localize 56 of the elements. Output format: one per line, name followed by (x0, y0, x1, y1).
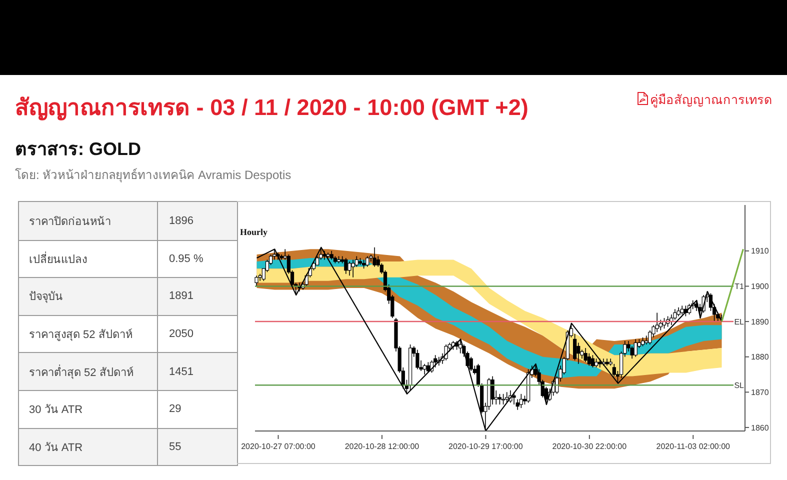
text: 0.95 % (169, 252, 204, 265)
candlestick (584, 348, 588, 363)
candlestick (444, 344, 448, 361)
x-tick-label: 2020-10-28 12:00:00 (344, 442, 420, 451)
y-tick-label: 1900 (751, 282, 770, 292)
text: 1891 (169, 290, 194, 302)
text: ราคาปิดก่อนหน้า (29, 214, 111, 230)
candlestick (254, 275, 258, 287)
text: ตราสาร: GOLD (15, 138, 141, 161)
y-tick-label: 1880 (751, 352, 770, 362)
candlestick (469, 356, 473, 372)
ref-line-label: EL (734, 318, 745, 327)
text: โดย: หัวหน้าฝ่ายกลยุทธ์ทางเทคนิค Avramis Despotis (15, 167, 292, 184)
candlestick (426, 362, 430, 374)
x-tick-label: 2020-10-27 07:00:00 (241, 442, 316, 451)
candlestick (458, 338, 462, 354)
x-tick-label: 2020-10-29 17:00:00 (448, 442, 524, 451)
candlestick (348, 261, 352, 276)
text: 40 วัน ATR (29, 440, 83, 456)
y-tick-label: 1910 (751, 246, 770, 256)
candlestick (512, 392, 516, 405)
text: 30 วัน ATR (29, 403, 83, 418)
text: คู่มือสัญญาณการเทรด (650, 92, 772, 110)
ref-line-label: SL (734, 381, 745, 390)
candlestick (490, 376, 494, 405)
candlestick (634, 338, 638, 358)
text: ราคาต่ำสุด 52 สัปดาห์ (29, 364, 134, 381)
text: 1451 (169, 366, 194, 378)
chart-title: สัญญาณการเทรด - 03 / 11 / 2020 - 10:00 (GMT +2) (15, 94, 528, 122)
candlestick (416, 349, 420, 370)
text: 29 (169, 403, 182, 416)
x-tick-label: 2020-10-30 22:00:00 (552, 442, 628, 451)
candlestick (422, 364, 426, 375)
y-tick-label: 1890 (751, 317, 770, 326)
candlestick (590, 354, 595, 368)
candlestick (519, 394, 523, 408)
text: ปัจจุบัน (29, 290, 63, 306)
candlestick (366, 256, 370, 268)
text: ราคาสูงสุด 52 สัปดาห์ (29, 328, 132, 344)
candlestick (501, 394, 506, 405)
candlestick (351, 259, 355, 278)
candlestick (344, 258, 348, 274)
text: 1896 (169, 214, 194, 227)
candlestick (372, 246, 376, 268)
candlestick (576, 342, 580, 364)
candlestick (505, 392, 509, 404)
text: 2050 (169, 328, 194, 340)
candlestick (498, 394, 502, 405)
text: 55 (169, 440, 182, 453)
text: เปลี่ยนแปลง (29, 250, 87, 268)
x-tick-label: 2020-11-03 02:00:00 (656, 442, 731, 451)
candlestick (644, 335, 648, 345)
y-tick-label: 1870 (751, 388, 770, 397)
annotation: Hourly (240, 227, 268, 237)
y-tick-label: 1860 (751, 423, 770, 432)
ref-line-label: T1 (734, 282, 745, 292)
